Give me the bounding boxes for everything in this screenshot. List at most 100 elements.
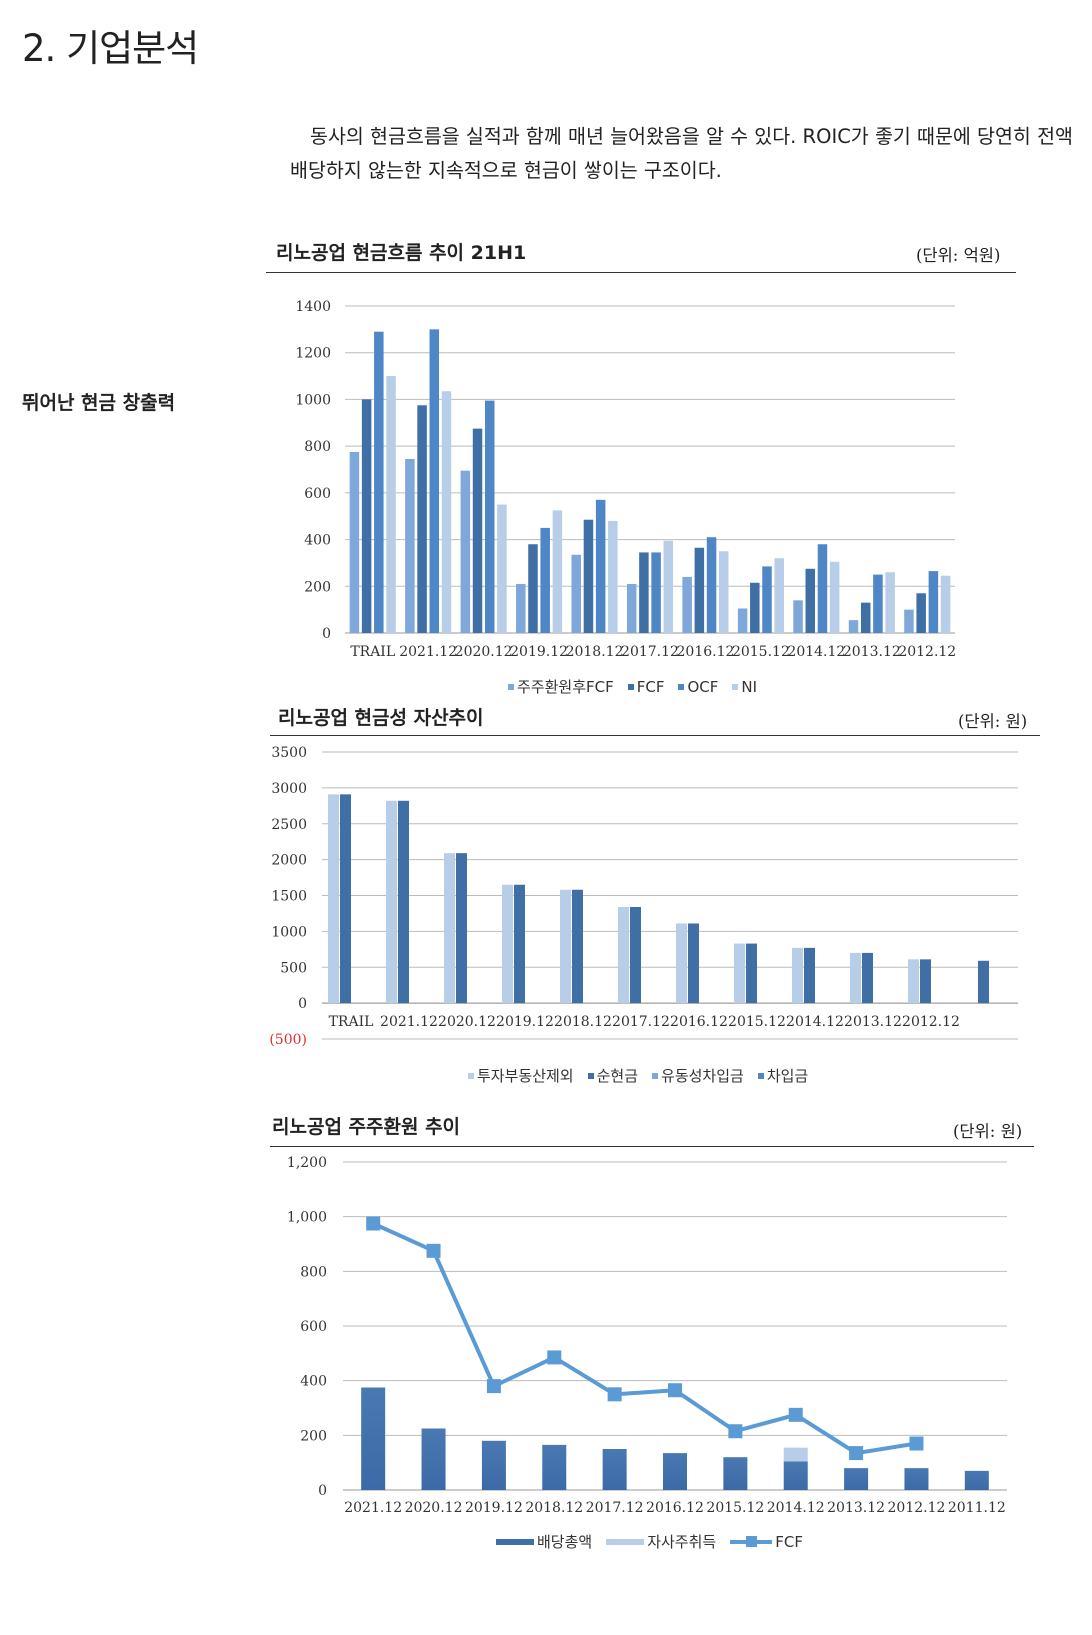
bar	[340, 794, 351, 1004]
y-tick-label: 2500	[271, 817, 307, 833]
bar	[639, 552, 649, 633]
bar	[560, 889, 571, 1004]
bar	[583, 519, 594, 633]
y-tick-label: (500)	[269, 1032, 307, 1048]
side-heading: 뛰어난 현금 창출력	[22, 392, 176, 414]
section-title: 2. 기업분석	[22, 27, 199, 70]
bar	[928, 571, 939, 633]
bar	[940, 575, 951, 633]
bar	[682, 576, 692, 633]
bar	[916, 593, 926, 633]
bar	[663, 1453, 687, 1490]
bar	[706, 537, 717, 633]
y-tick-label: 200	[300, 1428, 327, 1444]
bar	[398, 800, 409, 1004]
bar	[349, 451, 360, 633]
y-tick-label: 1400	[295, 299, 331, 315]
x-tick-label: 2016.12	[646, 1500, 704, 1516]
bar	[441, 391, 452, 633]
fcf-marker	[788, 1407, 803, 1422]
y-tick-label: 1,200	[287, 1155, 327, 1171]
bar	[374, 331, 384, 633]
x-tick-label: 2021.12	[380, 1014, 438, 1030]
x-tick-label: 2015.12	[728, 1014, 786, 1030]
x-tick-label: 2013.12	[844, 1014, 902, 1030]
x-tick-label: 2020.12	[405, 1500, 463, 1516]
y-tick-label: 0	[298, 996, 307, 1012]
bar	[572, 889, 583, 1004]
y-tick-label: 1000	[271, 924, 307, 940]
bar	[829, 561, 840, 633]
intro-paragraph: 동사의 현금흐름을 실적과 함께 매년 늘어왔음을 알 수 있다. ROIC가 …	[290, 125, 1073, 182]
legend-item: 유동성차입금	[652, 1065, 744, 1086]
bar	[676, 923, 687, 1004]
legend-swatch	[652, 1072, 659, 1079]
bar	[723, 1457, 748, 1490]
bar	[805, 568, 816, 633]
bar	[386, 800, 397, 1004]
legend-item: 투자부동산제외	[468, 1065, 574, 1086]
x-tick-label: 2015.12	[706, 1500, 764, 1516]
legend-label: NI	[741, 677, 758, 696]
y-tick-label: 2000	[271, 853, 307, 869]
legend-swatch	[606, 1538, 645, 1545]
chart3-unit: (단위: 원)	[953, 1122, 1023, 1141]
x-tick-label: 2012.12	[902, 1014, 960, 1030]
legend-swatch	[678, 683, 685, 690]
x-tick-label: 2017.12	[612, 1014, 670, 1030]
legend-item: 주주환원후FCF	[508, 676, 614, 697]
fcf-marker	[849, 1446, 864, 1461]
x-tick-label: TRAIL	[350, 644, 395, 660]
bar	[361, 1387, 386, 1490]
x-tick-label: 2014.12	[767, 1500, 825, 1516]
bar	[734, 943, 745, 1004]
y-tick-label: 1000	[295, 392, 331, 408]
bar	[978, 960, 989, 1004]
chart1-title: 리노공업 현금흐름 추이 21H1	[276, 242, 527, 264]
bar	[540, 527, 550, 633]
legend-label: 차입금	[766, 1067, 809, 1085]
x-tick-label: 2021.12	[399, 644, 457, 660]
bar	[444, 853, 455, 1004]
fcf-marker	[728, 1424, 743, 1439]
x-tick-label: 2021.12	[344, 1500, 402, 1516]
bar	[774, 558, 784, 633]
bar	[417, 405, 427, 633]
y-tick-label: 800	[300, 1264, 327, 1280]
bar	[850, 952, 861, 1004]
bar	[460, 470, 471, 633]
bar	[964, 1470, 989, 1490]
y-tick-label: 1500	[271, 889, 307, 905]
fcf-marker	[426, 1243, 441, 1258]
bar	[405, 458, 415, 633]
legend-item: 자사주취득	[606, 1531, 716, 1552]
fcf-marker	[909, 1436, 924, 1451]
chart3-title: 리노공업 주주환원 추이	[272, 1116, 461, 1138]
legend-item: 차입금	[757, 1065, 809, 1086]
bar	[719, 551, 729, 633]
fcf-line	[372, 1221, 917, 1456]
chart2-title-rule	[270, 735, 1040, 736]
x-tick-label: 2015.12	[732, 644, 790, 660]
bar	[904, 609, 914, 633]
bar	[552, 510, 563, 633]
legend-label: 유동성차입금	[661, 1067, 744, 1085]
legend-item: OCF	[678, 676, 718, 697]
legend-item: 배당총액	[496, 1531, 592, 1552]
x-tick-label: 2013.12	[843, 644, 901, 660]
chart1-unit: (단위: 억원)	[916, 246, 1001, 265]
x-tick-label: 2020.12	[438, 1014, 496, 1030]
bar	[694, 547, 705, 633]
x-tick-label: 2018.12	[554, 1014, 612, 1030]
bar	[920, 959, 931, 1004]
x-tick-label: 2017.12	[621, 644, 679, 660]
x-tick-label: 2016.12	[670, 1014, 728, 1030]
bar	[502, 884, 513, 1004]
bar	[429, 329, 440, 633]
chart2-legend: 투자부동산제외 순현금 유동성차입금 차입금	[468, 1065, 822, 1086]
bar	[688, 923, 699, 1004]
chart3-title-rule	[270, 1146, 1034, 1147]
